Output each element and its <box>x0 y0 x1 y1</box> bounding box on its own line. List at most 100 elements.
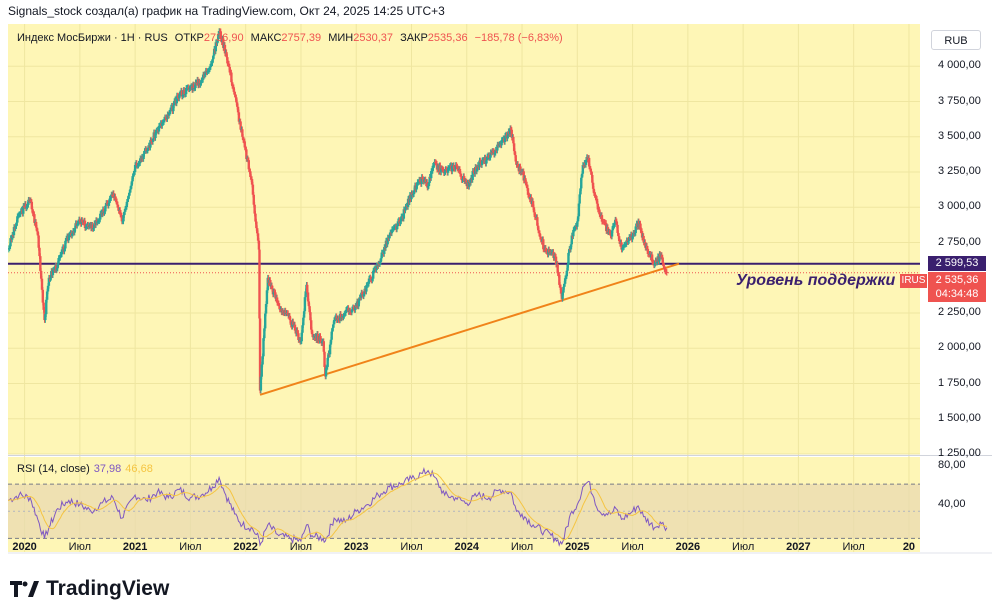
candle-body <box>369 277 372 280</box>
candle-body <box>263 328 266 339</box>
candle-body <box>490 152 493 154</box>
candle-body <box>308 306 311 313</box>
candle-body <box>627 240 630 243</box>
candle-body <box>223 44 227 54</box>
candle-body <box>217 33 220 40</box>
candle-body <box>54 265 58 270</box>
tradingview-logo[interactable]: TradingView <box>10 577 169 601</box>
candle-body <box>627 236 631 241</box>
candle-body <box>568 248 571 253</box>
candle-body <box>525 184 529 189</box>
symbol-legend[interactable]: Индекс МосБиржи · 1H · RUS ОТКР2736,90 М… <box>17 32 563 44</box>
candle-body <box>480 160 484 166</box>
candle-body <box>576 216 580 222</box>
candle-body <box>558 274 561 285</box>
candle-body <box>559 287 563 294</box>
candle-body <box>422 179 426 182</box>
candle-body <box>104 205 107 212</box>
candle-body <box>514 155 517 162</box>
candle-body <box>119 214 123 216</box>
candle-body <box>207 69 211 71</box>
rsi-value: 37,98 <box>93 463 122 475</box>
candle-body <box>264 303 268 314</box>
candle-body <box>371 278 374 281</box>
candle-body <box>572 229 575 237</box>
candle-body <box>64 240 67 249</box>
candle-body <box>463 176 466 182</box>
candle-body <box>16 216 19 223</box>
candle-body <box>426 181 429 188</box>
candle-body <box>430 170 434 172</box>
candle-body <box>591 174 594 183</box>
candle-body <box>149 140 152 148</box>
price-axis-label: 1 250,00 <box>938 447 981 459</box>
candle-body <box>45 291 49 300</box>
candle-body <box>298 339 302 342</box>
candle-body <box>426 186 430 188</box>
candle-body <box>537 230 541 234</box>
time-axis-label: Июл <box>400 541 423 553</box>
candle-body <box>105 202 108 206</box>
candle-body <box>47 277 51 286</box>
candle-body <box>150 140 153 142</box>
candle-body <box>410 193 413 200</box>
candle-body <box>123 211 126 216</box>
candle-body <box>142 153 145 160</box>
candle-body <box>563 283 566 287</box>
candle-body <box>230 72 233 83</box>
price-axis-label: 4 000,00 <box>938 59 981 72</box>
candle-body <box>512 136 515 144</box>
candle-body <box>460 176 463 181</box>
candle-body <box>539 236 542 240</box>
time-axis-label: 2021 <box>122 541 148 553</box>
tradingview-logo-text: TradingView <box>46 577 170 600</box>
candle-body <box>265 290 269 304</box>
candle-body <box>161 122 164 126</box>
candle-body <box>250 179 254 185</box>
candle-body <box>117 207 120 211</box>
candle-body <box>274 292 277 299</box>
rsi-legend[interactable]: RSI (14, close) 37,98 46,68 <box>17 463 153 475</box>
candle-body <box>133 164 137 173</box>
candle-body <box>280 309 283 313</box>
candle-body <box>30 201 34 210</box>
candle-body <box>235 97 238 103</box>
candle-body <box>662 263 665 267</box>
candle-body <box>259 376 263 391</box>
candle-body <box>242 140 246 142</box>
legend-high-label: МАКС <box>250 32 282 44</box>
candle-body <box>406 198 410 207</box>
candle-body <box>193 88 196 90</box>
support-level-annotation[interactable]: Уровень поддержки <box>736 272 896 289</box>
candle-body <box>212 48 216 56</box>
candle-body <box>588 166 592 169</box>
candle-body <box>9 238 12 247</box>
price-axis-label: 2 250,00 <box>938 306 981 319</box>
candle-body <box>25 206 28 209</box>
time-axis-label: Июл <box>68 541 92 553</box>
candle-body <box>97 221 100 223</box>
candle-body <box>155 130 158 133</box>
legend-close-value: 2535,36 <box>427 32 468 44</box>
price-chart[interactable] <box>8 24 992 559</box>
candle-body <box>8 246 11 249</box>
candle-body <box>217 31 221 34</box>
candle-body <box>595 197 598 199</box>
candle-body <box>558 284 562 288</box>
candle-body <box>129 185 133 190</box>
rsi-ma-line <box>8 472 668 541</box>
currency-button[interactable]: RUB <box>931 30 981 50</box>
candle-body <box>367 278 371 284</box>
candle-body <box>302 311 306 318</box>
series-layer <box>8 28 669 394</box>
candle-body <box>109 198 112 200</box>
chart-frame[interactable] <box>8 24 992 559</box>
candle-body <box>633 232 637 234</box>
candle-body <box>303 297 307 312</box>
candle-body <box>661 257 664 264</box>
candle-body <box>612 225 615 227</box>
candle-body <box>247 160 250 170</box>
candle-body <box>74 223 77 229</box>
candle-body <box>392 227 395 229</box>
candle-body <box>299 341 303 343</box>
